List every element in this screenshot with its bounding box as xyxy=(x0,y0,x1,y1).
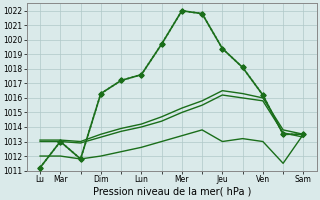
X-axis label: Pression niveau de la mer( hPa ): Pression niveau de la mer( hPa ) xyxy=(92,187,251,197)
